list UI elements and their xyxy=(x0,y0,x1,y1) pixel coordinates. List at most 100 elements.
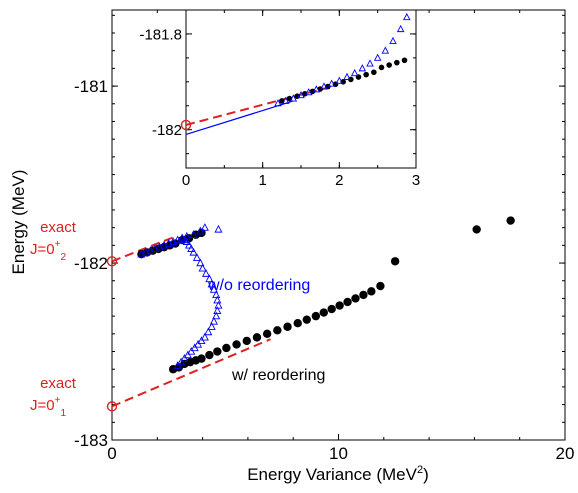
main-point-noreorder xyxy=(209,316,218,325)
inset-data-marks xyxy=(274,12,411,107)
inset-y-tick-label: -181.8 xyxy=(139,26,182,43)
main-x-tick-label: 0 xyxy=(107,444,116,463)
main-point-reorder xyxy=(376,281,385,291)
inset-fit-line-red xyxy=(185,85,332,126)
main-point-noreorder xyxy=(207,279,216,288)
main-point-reorder xyxy=(472,225,481,234)
main-fit-line xyxy=(111,338,271,408)
inset-point-noreorder xyxy=(281,96,290,104)
inset-fit-lines xyxy=(185,85,332,136)
exact-lower-main: J=0 xyxy=(30,397,55,414)
main-point-noreorder xyxy=(189,230,198,238)
main-point-reorder xyxy=(262,329,272,339)
exact-lower-line2: J=0+1 xyxy=(30,395,66,419)
main-y-tick-label: -182 xyxy=(74,254,108,273)
main-exact-point xyxy=(106,401,118,412)
inset-point-noreorder xyxy=(389,36,397,45)
main-point-reorder xyxy=(319,308,328,317)
inset-point-noreorder xyxy=(358,64,367,72)
inset-fit-line-blue xyxy=(185,100,294,136)
inset-point-noreorder xyxy=(312,85,321,93)
inset-point-noreorder xyxy=(335,76,344,84)
main-point-noreorder xyxy=(204,327,213,336)
main-y-tick-label: -183 xyxy=(74,431,108,450)
main-point-noreorder xyxy=(205,274,214,283)
inset-x-tick-label: 3 xyxy=(412,172,420,189)
label-without-reordering: w/o reordering xyxy=(207,277,310,294)
x-axis-label: Energy Variance (MeV2) xyxy=(247,464,429,484)
main-point-reorder xyxy=(283,322,292,331)
main-fit-line xyxy=(111,235,176,263)
main-point-reorder xyxy=(213,347,222,356)
exact-upper-line2: J=0+2 xyxy=(30,239,66,263)
main-point-reorder xyxy=(343,297,352,307)
main-point-reorder xyxy=(506,216,515,225)
inset-point-reorder xyxy=(363,71,369,78)
inset-point-noreorder xyxy=(350,68,359,77)
main-point-noreorder xyxy=(214,300,223,309)
main-point-reorder xyxy=(171,239,180,248)
exact-upper-sub: 2 xyxy=(60,252,66,263)
inset-point-reorder xyxy=(394,59,400,66)
inset-x-tick-label: 0 xyxy=(182,172,190,189)
main-point-noreorder xyxy=(201,269,211,277)
inset-point-reorder xyxy=(386,62,392,68)
main-point-reorder xyxy=(327,304,336,314)
main-point-reorder xyxy=(242,336,251,346)
main-point-noreorder xyxy=(212,290,221,299)
main-fit-lines xyxy=(111,235,271,408)
exact-upper-line1: exact xyxy=(40,219,77,236)
x-axis-label-close: ) xyxy=(423,465,429,484)
inset-point-reorder xyxy=(371,69,377,76)
inset-point-noreorder xyxy=(343,72,351,80)
main-point-reorder xyxy=(351,294,360,303)
main-point-reorder xyxy=(390,257,400,266)
main-point-reorder xyxy=(205,350,214,360)
main-point-noreorder xyxy=(213,295,222,304)
main-x-tick-label: 20 xyxy=(556,444,575,463)
inset-point-reorder xyxy=(355,74,362,80)
main-point-reorder xyxy=(302,315,311,324)
inset-point-reorder xyxy=(378,64,385,71)
inset-axes: 0 1 2 3 -181.8 -182 xyxy=(139,9,420,189)
inset-point-noreorder xyxy=(327,79,336,87)
inset-frame xyxy=(185,9,417,169)
inset-point-noreorder xyxy=(320,82,328,90)
main-point-reorder xyxy=(335,301,344,310)
x-axis-label-sup: 2 xyxy=(417,464,423,476)
main-point-reorder xyxy=(232,340,241,349)
inset-x-tick-label: 1 xyxy=(258,172,266,189)
main-exact-points xyxy=(106,256,118,412)
inset-point-reorder xyxy=(401,57,408,64)
inset-x-tick-label: 2 xyxy=(335,172,343,189)
main-point-noreorder xyxy=(198,263,207,272)
main-point-noreorder xyxy=(214,224,223,233)
inset-point-noreorder xyxy=(304,88,313,96)
main-point-noreorder xyxy=(196,258,205,267)
main-point-reorder xyxy=(311,311,321,321)
main-x-tick-label: 10 xyxy=(329,444,348,463)
label-with-reordering: w/ reordering xyxy=(231,367,325,384)
main-point-reorder xyxy=(359,290,368,300)
inset-point-noreorder xyxy=(373,53,382,61)
exact-lower-sup: + xyxy=(55,395,61,406)
inset-point-noreorder xyxy=(403,12,411,21)
inset-y-tick-label: -182 xyxy=(152,122,182,139)
main-point-noreorder xyxy=(213,306,222,314)
main-point-reorder xyxy=(293,319,302,328)
y-axis-label: Energy (MeV) xyxy=(9,170,28,275)
x-axis-label-main: Energy Variance (MeV xyxy=(247,465,417,484)
main-point-noreorder xyxy=(209,285,218,293)
exact-lower-line1: exact xyxy=(40,375,77,392)
main-point-reorder xyxy=(197,354,206,363)
main-point-reorder xyxy=(222,343,231,353)
main-exact-point xyxy=(106,256,118,267)
inset-point-noreorder xyxy=(381,46,390,54)
inset-point-noreorder xyxy=(289,94,298,102)
main-point-noreorder xyxy=(200,332,209,341)
exact-upper-main: J=0 xyxy=(30,241,55,258)
main-point-noreorder xyxy=(200,223,209,231)
inset-point-noreorder xyxy=(366,59,374,67)
inset-point-noreorder xyxy=(396,24,405,33)
